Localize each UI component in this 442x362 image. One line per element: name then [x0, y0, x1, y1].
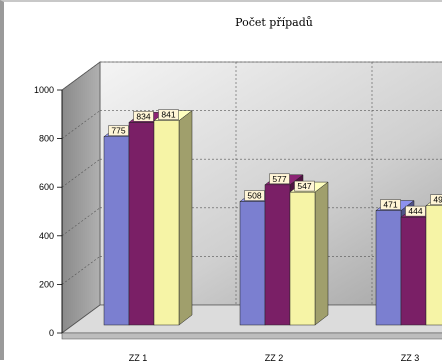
bar: [426, 206, 442, 325]
y-tick-label: 800: [39, 134, 54, 144]
data-label: 775: [111, 126, 125, 136]
data-label: 834: [136, 111, 150, 121]
bar: [240, 202, 265, 325]
bar: [290, 192, 315, 325]
x-tick-label: ZZ 2: [265, 353, 284, 362]
y-tick-label: 200: [39, 279, 54, 289]
bar: [104, 137, 129, 325]
data-label: 471: [383, 200, 397, 210]
data-label: 547: [297, 181, 311, 191]
y-tick-label: 600: [39, 182, 54, 192]
x-tick-label: ZZ 3: [401, 353, 420, 362]
data-label: 491: [433, 195, 442, 205]
bar: [265, 185, 290, 325]
bar-side: [179, 111, 192, 325]
x-tick-label: ZZ 1: [129, 353, 148, 362]
floor-edge: [62, 333, 442, 339]
y-tick-label: 1000: [34, 85, 54, 95]
data-label: 444: [408, 206, 422, 216]
y-tick-label: 400: [39, 231, 54, 241]
bar: [401, 217, 426, 325]
data-label: 841: [161, 110, 175, 120]
y-tick-label: 0: [49, 328, 54, 338]
bar: [376, 211, 401, 325]
bar: [129, 122, 154, 325]
chart-plot: 0 200 400 600 800 1000 775 834 841 ZZ 1 508 577 547 Z…: [4, 2, 442, 362]
data-label: 508: [247, 191, 261, 201]
data-label: 577: [272, 174, 286, 184]
bar-side: [315, 182, 328, 325]
bar: [154, 121, 179, 325]
side-wall: [62, 62, 100, 333]
